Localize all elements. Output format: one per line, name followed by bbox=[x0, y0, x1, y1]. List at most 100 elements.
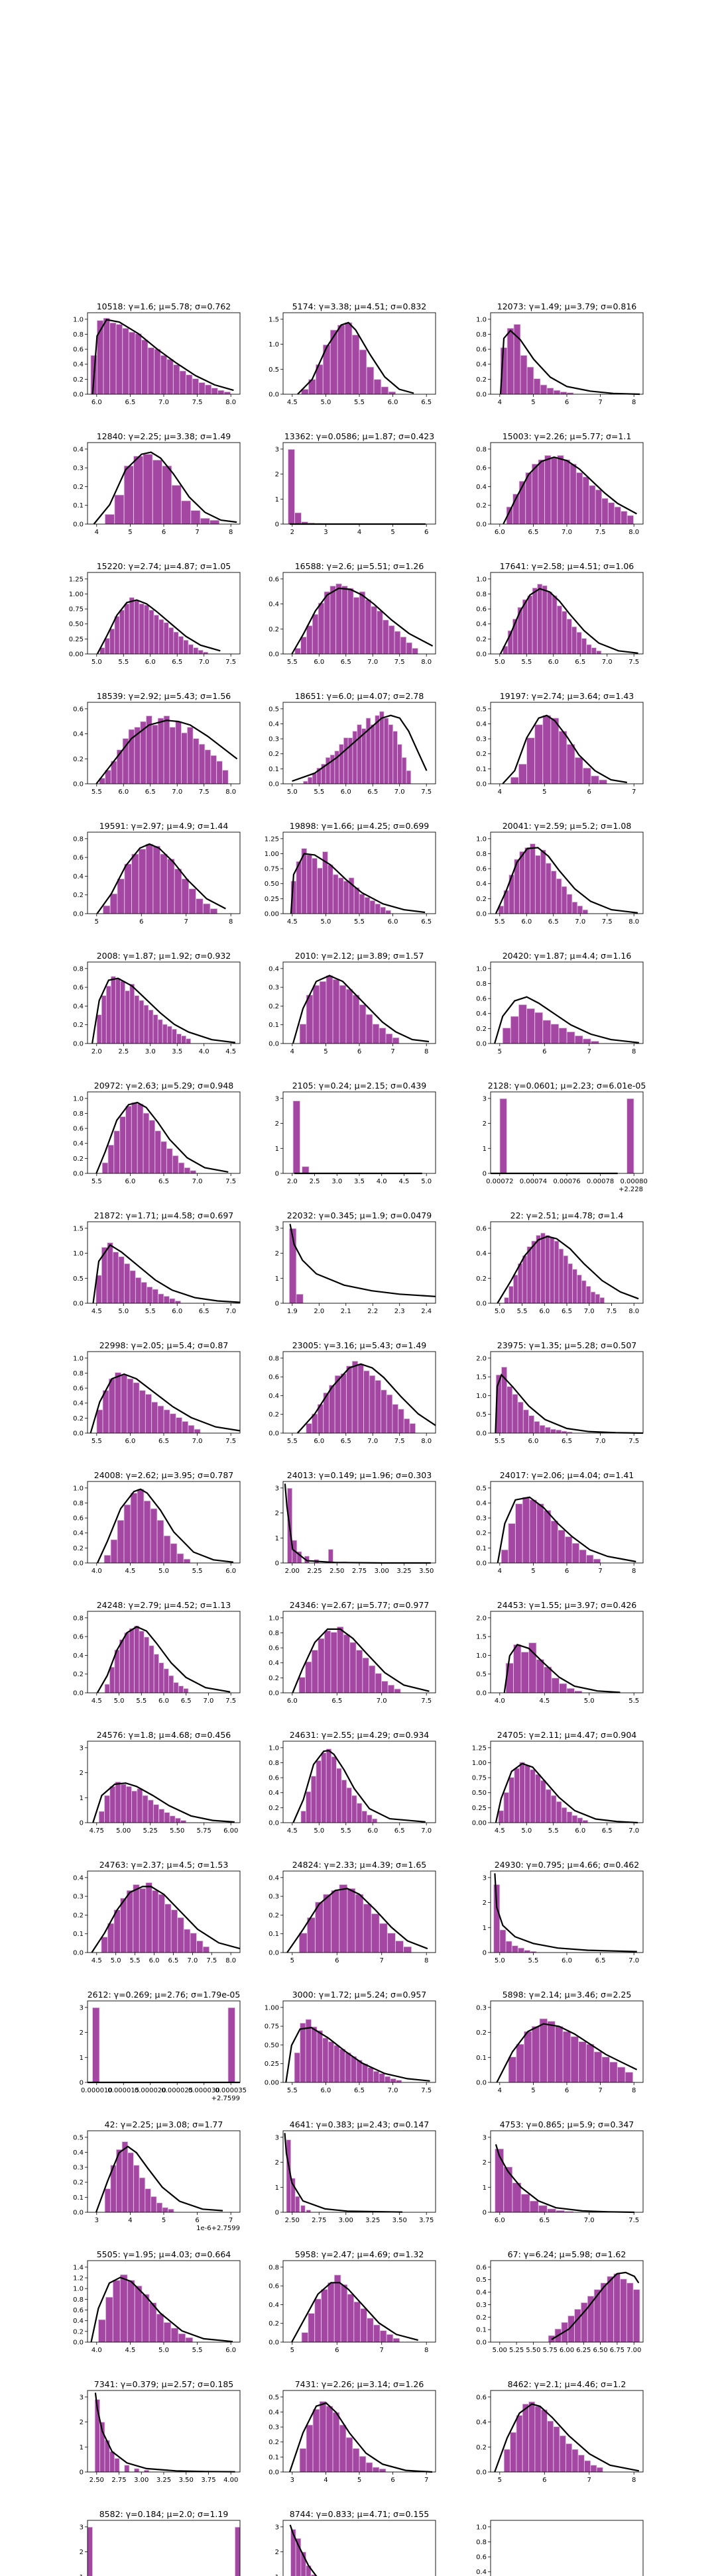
histogram-bar bbox=[158, 619, 164, 655]
histogram-bar bbox=[351, 335, 360, 395]
y-tick-label: 1 bbox=[80, 1795, 84, 1802]
histogram-bar bbox=[324, 591, 331, 655]
fit-curve bbox=[284, 1483, 431, 1564]
histogram-bar bbox=[181, 1036, 186, 1044]
histogram-bar bbox=[152, 1890, 159, 1953]
histogram-bar bbox=[571, 1815, 578, 1823]
histogram-panel: 5.5 6.0 6.5 7.0 7.5 8.0 0.0 0.2 0.4 0.6 16588: γ=2… bbox=[268, 561, 436, 666]
x-tick-label: 7 bbox=[390, 1048, 394, 1055]
x-tick-label: 4.5 bbox=[287, 1827, 298, 1835]
y-tick-label: 0.0 bbox=[73, 521, 84, 529]
y-tick-label: 1.0 bbox=[476, 316, 487, 323]
y-tick-label: 1 bbox=[483, 1925, 487, 1932]
histogram-bar bbox=[503, 1792, 510, 1823]
histogram-bar bbox=[310, 1776, 317, 1823]
histogram-bar bbox=[311, 2026, 318, 2083]
histogram-bar bbox=[343, 737, 349, 784]
x-tick-label: 6.5 bbox=[421, 399, 432, 406]
histogram-bar bbox=[120, 1784, 127, 1823]
histogram-bar bbox=[508, 1523, 516, 1564]
histogram-bar bbox=[129, 1270, 136, 1304]
x-tick-label: 4.5 bbox=[539, 1697, 550, 1705]
axes-frame bbox=[87, 572, 241, 655]
y-tick-label: 1.00 bbox=[472, 1760, 487, 1767]
y-tick-label: 1.0 bbox=[73, 1355, 84, 1362]
fit-curve bbox=[291, 2282, 418, 2343]
histogram-bar bbox=[566, 618, 572, 655]
histogram-bar bbox=[544, 1426, 551, 1434]
x-tick-label: 8.0 bbox=[628, 1308, 639, 1315]
histogram-bar bbox=[370, 724, 376, 784]
histogram-bar bbox=[139, 1631, 145, 1693]
histogram-bar bbox=[323, 1894, 331, 1953]
histogram-bar bbox=[170, 2328, 179, 2343]
x-tick-label: 5.0 bbox=[158, 1568, 169, 1575]
x-tick-label: 5.5 bbox=[91, 788, 102, 796]
histogram-bar bbox=[379, 1028, 387, 1044]
x-tick-label: 7.0 bbox=[562, 529, 572, 536]
histogram-bar bbox=[176, 1034, 182, 1044]
y-tick-label: 0.4 bbox=[268, 1660, 279, 1667]
axes-frame bbox=[282, 2130, 436, 2213]
panel-title: 24008: γ=2.62; μ=3.95; σ=0.787 bbox=[94, 1470, 233, 1480]
y-tick-label: 0.3 bbox=[73, 2165, 84, 2172]
x-tick-label: 5.5 bbox=[517, 1308, 528, 1315]
histogram-bar bbox=[553, 390, 561, 395]
histogram-bar bbox=[538, 2205, 548, 2213]
histogram-bar bbox=[534, 724, 543, 784]
y-tick-label: 0.8 bbox=[73, 1500, 84, 1507]
y-tick-label: 0.4 bbox=[268, 1393, 279, 1400]
panel-title: 18651: γ=6.0; μ=4.07; σ=2.78 bbox=[295, 691, 424, 701]
histogram-bar bbox=[298, 1677, 306, 1693]
y-tick-label: 0.0 bbox=[476, 2080, 487, 2087]
histogram-bar bbox=[508, 1777, 515, 1823]
x-tick-label: 6.0 bbox=[172, 1308, 182, 1315]
histogram-bar bbox=[307, 777, 313, 784]
histogram-bar bbox=[310, 2574, 317, 2576]
histogram-bar bbox=[609, 2061, 618, 2083]
histogram-bar bbox=[558, 1028, 567, 1044]
histogram-panel: 5.0 5.5 6.0 6.5 7.0 7.5 0.0 0.2 0.4 0.6 0.8 1.0 1764… bbox=[476, 561, 644, 666]
histogram-bar bbox=[115, 978, 121, 1044]
histogram-bar bbox=[495, 2148, 504, 2213]
y-tick-label: 0.4 bbox=[476, 361, 487, 368]
histogram-bar bbox=[188, 644, 194, 655]
fit-curve bbox=[90, 2277, 233, 2343]
panel-title: 19591: γ=2.97; μ=4.9; σ=1.44 bbox=[99, 821, 229, 831]
fit-curve bbox=[499, 329, 640, 396]
histogram-bar bbox=[566, 1688, 575, 1693]
histogram-panel: 2.50 2.75 3.00 3.25 3.50 3.75 4.00 0 1 2 3 7341: γ=… bbox=[80, 2379, 241, 2484]
histogram-bar bbox=[549, 1237, 555, 1304]
histogram-bar bbox=[339, 985, 347, 1044]
histogram-bar bbox=[534, 1012, 543, 1044]
histogram-panel: 5.5 6.0 6.5 7.0 7.5 0.0 0.2 0.4 0.6 0.8 1.0 20972: … bbox=[73, 1081, 241, 1185]
y-tick-label: 0.8 bbox=[476, 591, 487, 598]
y-tick-label: 0.6 bbox=[476, 2554, 487, 2561]
histogram-bar bbox=[524, 2031, 532, 2083]
y-tick-label: 0.6 bbox=[268, 1374, 279, 1381]
x-tick-label: 6 bbox=[195, 2217, 199, 2224]
panel-title: 20972: γ=2.63; μ=5.29; σ=0.948 bbox=[94, 1081, 234, 1091]
y-tick-label: 0.6 bbox=[268, 1775, 279, 1782]
histogram-bar bbox=[125, 991, 131, 1044]
histogram-bar bbox=[534, 2406, 542, 2473]
histogram-bar bbox=[390, 2078, 396, 2083]
y-tick-label: 0.6 bbox=[73, 985, 84, 992]
x-tick-label: 6.50 bbox=[593, 2347, 607, 2354]
y-tick-label: 0.5 bbox=[476, 1411, 487, 1419]
y-tick-label: 1.5 bbox=[476, 1634, 487, 1641]
histogram-bar bbox=[347, 2294, 355, 2343]
histogram-bar bbox=[581, 1280, 587, 1304]
histogram-bar bbox=[160, 1141, 167, 1174]
y-tick-label: 1 bbox=[275, 1535, 279, 1542]
histogram-bar bbox=[105, 2296, 113, 2343]
histogram-bar bbox=[534, 1421, 540, 1434]
histogram-bar bbox=[574, 2309, 581, 2343]
y-tick-label: 0.5 bbox=[268, 2394, 279, 2401]
histogram-bar bbox=[143, 1500, 151, 1564]
histogram-bar bbox=[601, 2057, 610, 2083]
histogram-bar bbox=[540, 1232, 546, 1304]
histogram-bar bbox=[113, 1252, 119, 1304]
histogram-bar bbox=[198, 382, 206, 395]
histogram-bar bbox=[531, 2026, 540, 2083]
